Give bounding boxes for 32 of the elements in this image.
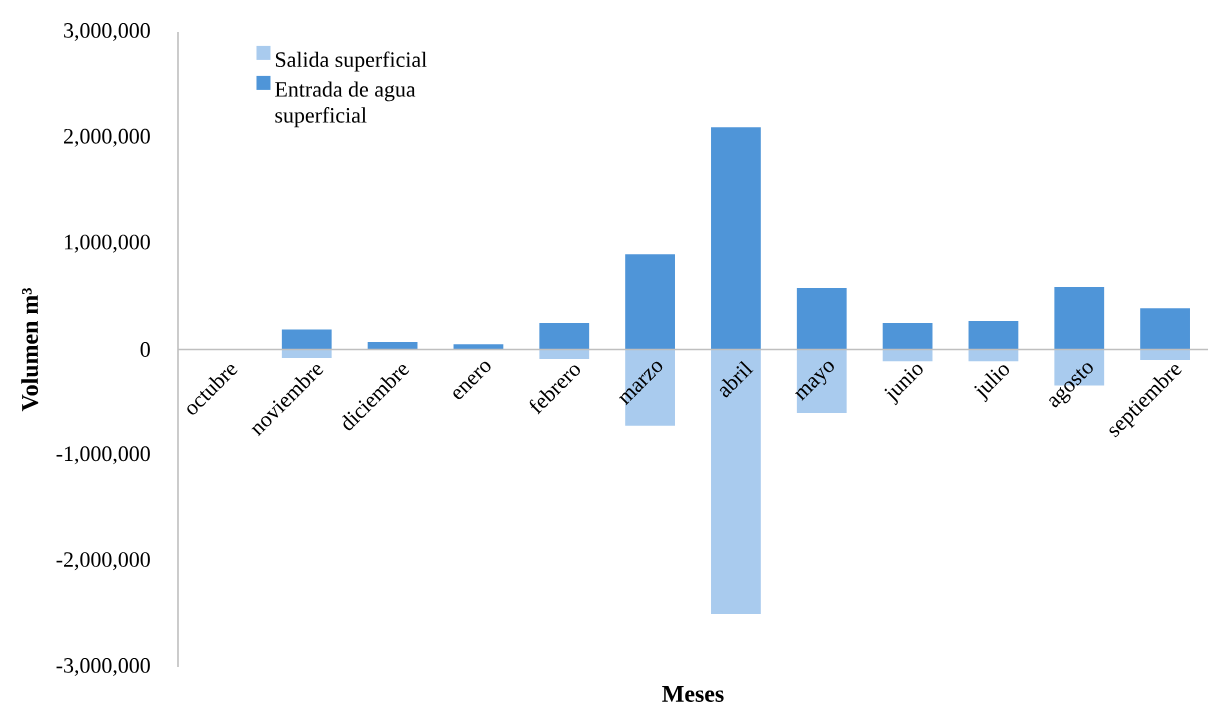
bar	[711, 127, 761, 350]
bar	[539, 323, 590, 350]
bar	[281, 329, 332, 350]
bar	[796, 288, 847, 350]
y-tick-label: 1,000,000	[64, 234, 150, 253]
bar	[796, 349, 847, 413]
y-tick-label: 3,000,000	[64, 23, 150, 41]
bar	[625, 254, 675, 350]
bar	[539, 349, 590, 360]
x-tick-label: julio	[974, 365, 1010, 403]
bar	[1054, 287, 1105, 350]
y-tick-label: 2,000,000	[64, 128, 150, 147]
x-tick-label: enero	[453, 361, 491, 400]
legend-label: Salida superficial	[275, 51, 427, 72]
x-axis-title: Meses	[662, 686, 724, 702]
bar	[968, 349, 1019, 362]
bar	[882, 323, 933, 350]
legend-label: Entrada de agua superficial	[275, 81, 416, 128]
bar	[453, 344, 504, 350]
y-tick-label: -3,000,000	[56, 658, 150, 676]
y-axis-title: Volumen m³	[21, 288, 39, 412]
x-tick-label: abril	[719, 360, 754, 398]
bar	[882, 349, 933, 362]
y-tick-label: -1,000,000	[56, 446, 150, 465]
bar	[711, 349, 761, 615]
bar	[1140, 349, 1190, 361]
y-tick-label: -2,000,000	[56, 552, 150, 571]
bar	[1140, 308, 1190, 350]
bar	[367, 342, 418, 350]
bar	[281, 349, 332, 358]
y-tick-label: 0	[140, 342, 150, 357]
bar	[968, 320, 1019, 350]
